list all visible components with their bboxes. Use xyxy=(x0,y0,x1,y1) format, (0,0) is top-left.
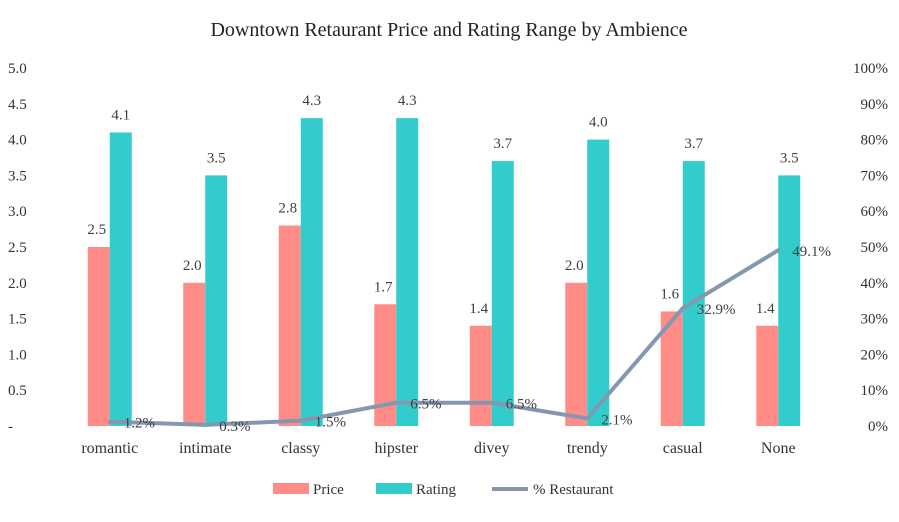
data-label-pct: 2.1% xyxy=(601,412,632,428)
bar-price-trendy xyxy=(565,282,588,426)
data-label-price: 1.6 xyxy=(660,286,679,302)
legend-label-price: Price xyxy=(313,482,344,498)
y-left-tick-label: 4.0 xyxy=(8,133,27,149)
bar-series-group: 2.5 4.1 2.0 3.5 2.8 4.3 1.7 4.3 1.4 3.7 2.0 4.0 1.6 3… xyxy=(87,93,801,427)
y-left-tick-label: 0.5 xyxy=(8,383,27,399)
y-right-tick-label: 50% xyxy=(861,240,889,256)
point-pct-romantic xyxy=(108,420,112,424)
y-right-tick-label: 90% xyxy=(861,97,889,113)
y-left-tick-label: 2.5 xyxy=(8,240,27,256)
bar-price-none xyxy=(756,325,779,426)
y-right-tick-label: 0% xyxy=(868,419,888,435)
data-label-rating: 3.7 xyxy=(684,136,703,152)
data-label-price: 2.5 xyxy=(87,222,106,238)
point-pct-hipster xyxy=(394,401,398,405)
legend-label-rating: Rating xyxy=(416,482,456,498)
y-right-tick-label: 30% xyxy=(861,312,889,328)
x-tick-label: None xyxy=(761,440,796,457)
x-axis: romantic intimate classy hipster divey trendy… xyxy=(81,440,795,457)
bar-rating-romantic xyxy=(109,132,132,426)
y-axis-left: - 0.5 1.0 1.5 2.0 2.5 3.0 3.5 4.0 4.5 5.0 xyxy=(8,61,27,435)
x-tick-label: classy xyxy=(281,440,320,457)
point-pct-trendy xyxy=(585,416,589,420)
line-series-group: 1.2% 0.3% 1.5% 6.5% 6.5% 2.1% 32.9% 49.1% xyxy=(107,244,831,435)
y-right-tick-label: 100% xyxy=(853,61,888,77)
data-label-pct: 0.3% xyxy=(219,419,250,435)
data-label-rating: 4.1 xyxy=(111,107,130,123)
y-left-tick-label: 1.0 xyxy=(8,347,27,363)
bar-price-classy xyxy=(278,225,301,426)
data-label-rating: 4.0 xyxy=(589,115,608,131)
data-label-pct: 1.5% xyxy=(315,415,346,431)
y-left-tick-label: 3.5 xyxy=(8,168,27,184)
legend-label-pct: % Restaurant xyxy=(533,482,614,498)
bar-price-casual xyxy=(660,311,683,426)
bar-rating-casual xyxy=(682,161,705,426)
data-label-rating: 3.5 xyxy=(207,150,226,166)
x-tick-label: romantic xyxy=(81,440,138,457)
y-right-tick-label: 60% xyxy=(861,204,889,220)
data-label-pct: 6.5% xyxy=(410,397,441,413)
data-label-price: 1.4 xyxy=(469,301,488,317)
y-left-tick-label: 1.5 xyxy=(8,312,27,328)
bar-price-hipster xyxy=(374,304,397,426)
data-label-rating: 4.3 xyxy=(302,93,321,109)
point-pct-classy xyxy=(299,419,303,423)
bar-rating-hipster xyxy=(396,118,419,427)
data-label-pct: 6.5% xyxy=(506,397,537,413)
y-left-tick-label: 2.0 xyxy=(8,276,27,292)
bar-rating-divey xyxy=(491,161,514,426)
x-tick-label: divey xyxy=(474,440,510,457)
bar-price-divey xyxy=(469,325,492,426)
y-left-tick-label: 4.5 xyxy=(8,97,27,113)
y-right-tick-label: 70% xyxy=(861,168,889,184)
point-pct-casual xyxy=(681,306,685,310)
data-label-pct: 1.2% xyxy=(124,416,155,432)
x-tick-label: trendy xyxy=(567,440,608,457)
bar-rating-classy xyxy=(300,118,323,427)
bar-rating-intimate xyxy=(205,175,228,426)
x-tick-label: intimate xyxy=(179,440,231,457)
point-pct-none xyxy=(776,248,780,252)
chart-title: Downtown Retaurant Price and Rating Rang… xyxy=(210,19,687,41)
legend: Price Rating % Restaurant xyxy=(273,482,614,498)
data-label-pct: 49.1% xyxy=(792,244,831,260)
bar-rating-none xyxy=(778,175,801,426)
data-label-price: 2.0 xyxy=(183,258,202,274)
bar-price-intimate xyxy=(183,282,206,426)
point-pct-divey xyxy=(490,401,494,405)
y-left-tick-label: 3.0 xyxy=(8,204,27,220)
data-label-price: 2.8 xyxy=(278,201,297,217)
y-axis-right: 0% 10% 20% 30% 40% 50% 60% 70% 80% 90% 100% xyxy=(853,61,888,435)
data-label-rating: 3.7 xyxy=(493,136,512,152)
data-label-pct: 32.9% xyxy=(697,302,736,318)
x-tick-label: hipster xyxy=(374,440,418,457)
data-label-rating: 3.5 xyxy=(780,150,799,166)
y-right-tick-label: 10% xyxy=(861,383,889,399)
data-label-rating: 4.3 xyxy=(398,93,417,109)
y-left-tick-label: - xyxy=(8,419,13,435)
y-right-tick-label: 40% xyxy=(861,276,889,292)
data-label-price: 1.4 xyxy=(756,301,775,317)
legend-swatch-price xyxy=(273,483,309,494)
y-right-tick-label: 20% xyxy=(861,347,889,363)
data-label-price: 2.0 xyxy=(565,258,584,274)
point-pct-intimate xyxy=(203,423,207,427)
bar-rating-trendy xyxy=(587,139,610,426)
legend-swatch-rating xyxy=(376,483,412,494)
data-label-price: 1.7 xyxy=(374,279,393,295)
x-tick-label: casual xyxy=(663,440,704,457)
y-right-tick-label: 80% xyxy=(861,133,889,149)
line-pct-restaurant xyxy=(107,248,781,427)
bar-price-romantic xyxy=(87,247,110,426)
y-left-tick-label: 5.0 xyxy=(8,61,27,77)
